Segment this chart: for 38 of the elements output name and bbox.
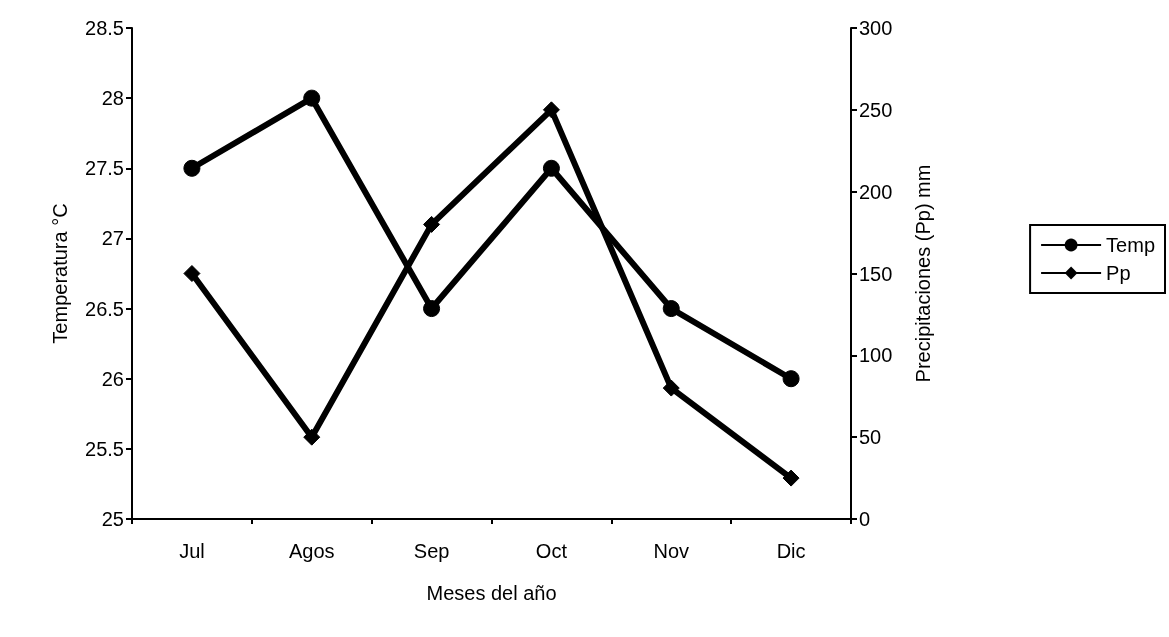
y2-tick-label: 200 <box>859 180 893 203</box>
point <box>183 159 201 177</box>
point <box>542 159 560 177</box>
y-tick-label: 28.5 <box>85 17 124 39</box>
y-tick-label: 27 <box>101 227 124 250</box>
y-tick-label: 26 <box>101 367 124 390</box>
legend-label: Pp <box>1106 262 1131 284</box>
legend-label: Temp <box>1106 234 1155 256</box>
y2-tick-label: 150 <box>859 262 893 285</box>
point <box>423 215 441 233</box>
y-axis-title: Temperatura °C <box>49 203 71 344</box>
y2-tick-label: 300 <box>859 17 893 39</box>
y2-tick-label: 100 <box>859 344 893 367</box>
point <box>782 370 800 388</box>
y-tick-label: 25.5 <box>85 437 124 460</box>
point <box>423 300 441 318</box>
point <box>662 300 680 318</box>
point <box>782 469 800 487</box>
x-tick-label: Dic <box>776 540 806 562</box>
point <box>303 89 321 107</box>
y-tick-label: 27.5 <box>85 157 124 180</box>
point <box>542 101 560 119</box>
y2-tick-label: 250 <box>859 98 893 121</box>
x-tick-label: Sep <box>413 540 450 562</box>
x-axis-title: Meses del año <box>426 582 557 604</box>
x-tick-label: Nov <box>653 540 690 562</box>
point <box>662 379 680 397</box>
x-tick-label: Jul <box>179 540 205 562</box>
y-tick-label: 26.5 <box>85 297 124 320</box>
point <box>183 265 201 282</box>
x-tick-label: Oct <box>535 540 568 562</box>
point <box>303 428 321 446</box>
y2-tick-label: 0 <box>859 508 871 530</box>
y2-tick-label: 50 <box>859 426 882 449</box>
y-tick-label: 28 <box>101 87 124 110</box>
y2-axis-title: Precipitaciones (Pp) mm <box>912 164 934 383</box>
y-tick-label: 25 <box>101 508 124 530</box>
x-tick-label: Agos <box>288 540 335 562</box>
